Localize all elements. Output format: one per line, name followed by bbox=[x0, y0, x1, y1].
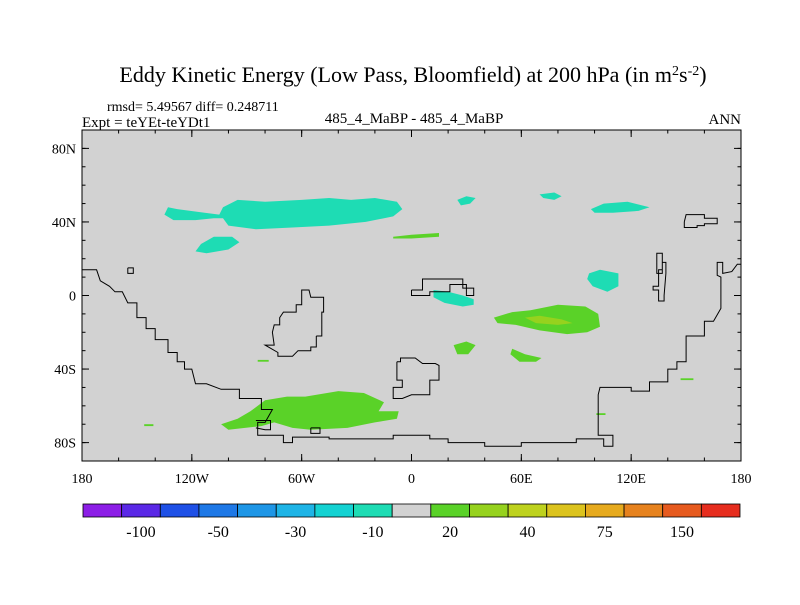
expt-label: Expt = teYEt-teYDt1 bbox=[82, 115, 210, 131]
outline-africa-outline-top bbox=[411, 278, 475, 296]
colorbar-label: -50 bbox=[208, 524, 229, 541]
colorbar-swatch bbox=[121, 503, 161, 518]
colorbar-swatch bbox=[700, 503, 741, 518]
region-india-green-small bbox=[510, 348, 542, 362]
colorbar-label: -30 bbox=[285, 524, 306, 541]
map-plot-area: 180 120W 60W 0 60E 120E 180 80N 40N 0 40S 80S bbox=[52, 129, 752, 487]
colorbar-swatch bbox=[353, 503, 393, 518]
y-tick-label: 0 bbox=[69, 290, 76, 305]
y-tick-label: 40N bbox=[52, 216, 76, 231]
season-label: ANN bbox=[709, 112, 742, 128]
region-pacific-green-speck bbox=[144, 424, 154, 427]
colorbar-label: 75 bbox=[597, 524, 613, 541]
outline-asia-island bbox=[652, 252, 667, 302]
colorbar-swatch bbox=[159, 503, 200, 518]
region-north-pacific-cyan bbox=[164, 198, 403, 230]
colorbar-swatch bbox=[198, 503, 238, 518]
region-atlantic-green-strip bbox=[393, 233, 439, 239]
colorbar-swatch bbox=[237, 503, 277, 518]
region-africa-green-small bbox=[453, 341, 476, 355]
colorbar-swatch bbox=[391, 503, 432, 518]
outline-bay-outline bbox=[127, 267, 134, 274]
region-pacific-cyan-blob bbox=[195, 236, 240, 254]
coastline-outlines bbox=[82, 214, 741, 447]
region-nz-green-speck bbox=[680, 378, 694, 381]
region-africa-cyan-east bbox=[433, 290, 474, 307]
region-indian-ocean-yellow-core bbox=[525, 315, 573, 325]
colorbar-swatch bbox=[546, 503, 586, 518]
chart-title: Eddy Kinetic Energy (Low Pass, Bloomfiel… bbox=[119, 62, 706, 87]
colorbar-label: -10 bbox=[362, 524, 383, 541]
outline-ant-bump-left bbox=[255, 420, 271, 431]
colorbar-swatch bbox=[507, 503, 548, 518]
region-atlantic-cyan-small bbox=[457, 196, 476, 206]
colorbar-swatch bbox=[82, 503, 123, 518]
colorbar-label: -100 bbox=[126, 524, 155, 541]
x-tick-label: 180 bbox=[72, 472, 93, 487]
x-tick-label: 60E bbox=[510, 472, 533, 487]
colorbar-swatch bbox=[314, 503, 354, 518]
colorbar-swatch bbox=[430, 503, 470, 518]
outline-south-africa bbox=[392, 357, 440, 399]
outline-asia-outline-north bbox=[683, 214, 718, 228]
colorbar-swatch bbox=[585, 503, 625, 518]
case-label: 485_4_MaBP - 485_4_MaBP bbox=[325, 111, 504, 127]
region-asia-cyan-elongated bbox=[590, 201, 650, 213]
x-tick-label: 60W bbox=[288, 472, 316, 487]
x-tick-label: 120W bbox=[175, 472, 210, 487]
x-tick-label: 0 bbox=[408, 472, 415, 487]
region-sa-green-speck bbox=[257, 359, 269, 362]
y-tick-label: 80S bbox=[54, 437, 76, 452]
colorbar-label: 150 bbox=[670, 524, 694, 541]
y-axis-ticks: 80N 40N 0 40S 80S bbox=[52, 142, 741, 452]
y-tick-label: 40S bbox=[54, 363, 76, 378]
outline-americas-outline bbox=[82, 261, 741, 447]
outline-sa-interior bbox=[263, 289, 325, 357]
y-tick-label: 80N bbox=[52, 142, 76, 157]
x-tick-label: 180 bbox=[731, 472, 752, 487]
colorbar-label: 40 bbox=[519, 524, 535, 541]
colorbar-swatch bbox=[275, 503, 316, 518]
colorbar-swatch bbox=[623, 503, 664, 518]
colorbar: -100 -50 -30 -10 20 40 75 150 bbox=[82, 503, 741, 541]
colorbar-swatch bbox=[662, 503, 702, 518]
region-pacific-cyan-mid bbox=[587, 269, 619, 292]
region-asia-cyan-small bbox=[539, 192, 562, 200]
stats-label: rmsd= 5.49567 diff= 0.248711 bbox=[107, 100, 279, 115]
x-axis-ticks: 180 120W 60W 0 60E 120E 180 bbox=[72, 130, 752, 487]
x-tick-label: 120E bbox=[616, 472, 646, 487]
colorbar-label: 20 bbox=[442, 524, 458, 541]
outline-ant-bump-right bbox=[310, 427, 321, 434]
colorbar-swatch bbox=[469, 503, 509, 518]
